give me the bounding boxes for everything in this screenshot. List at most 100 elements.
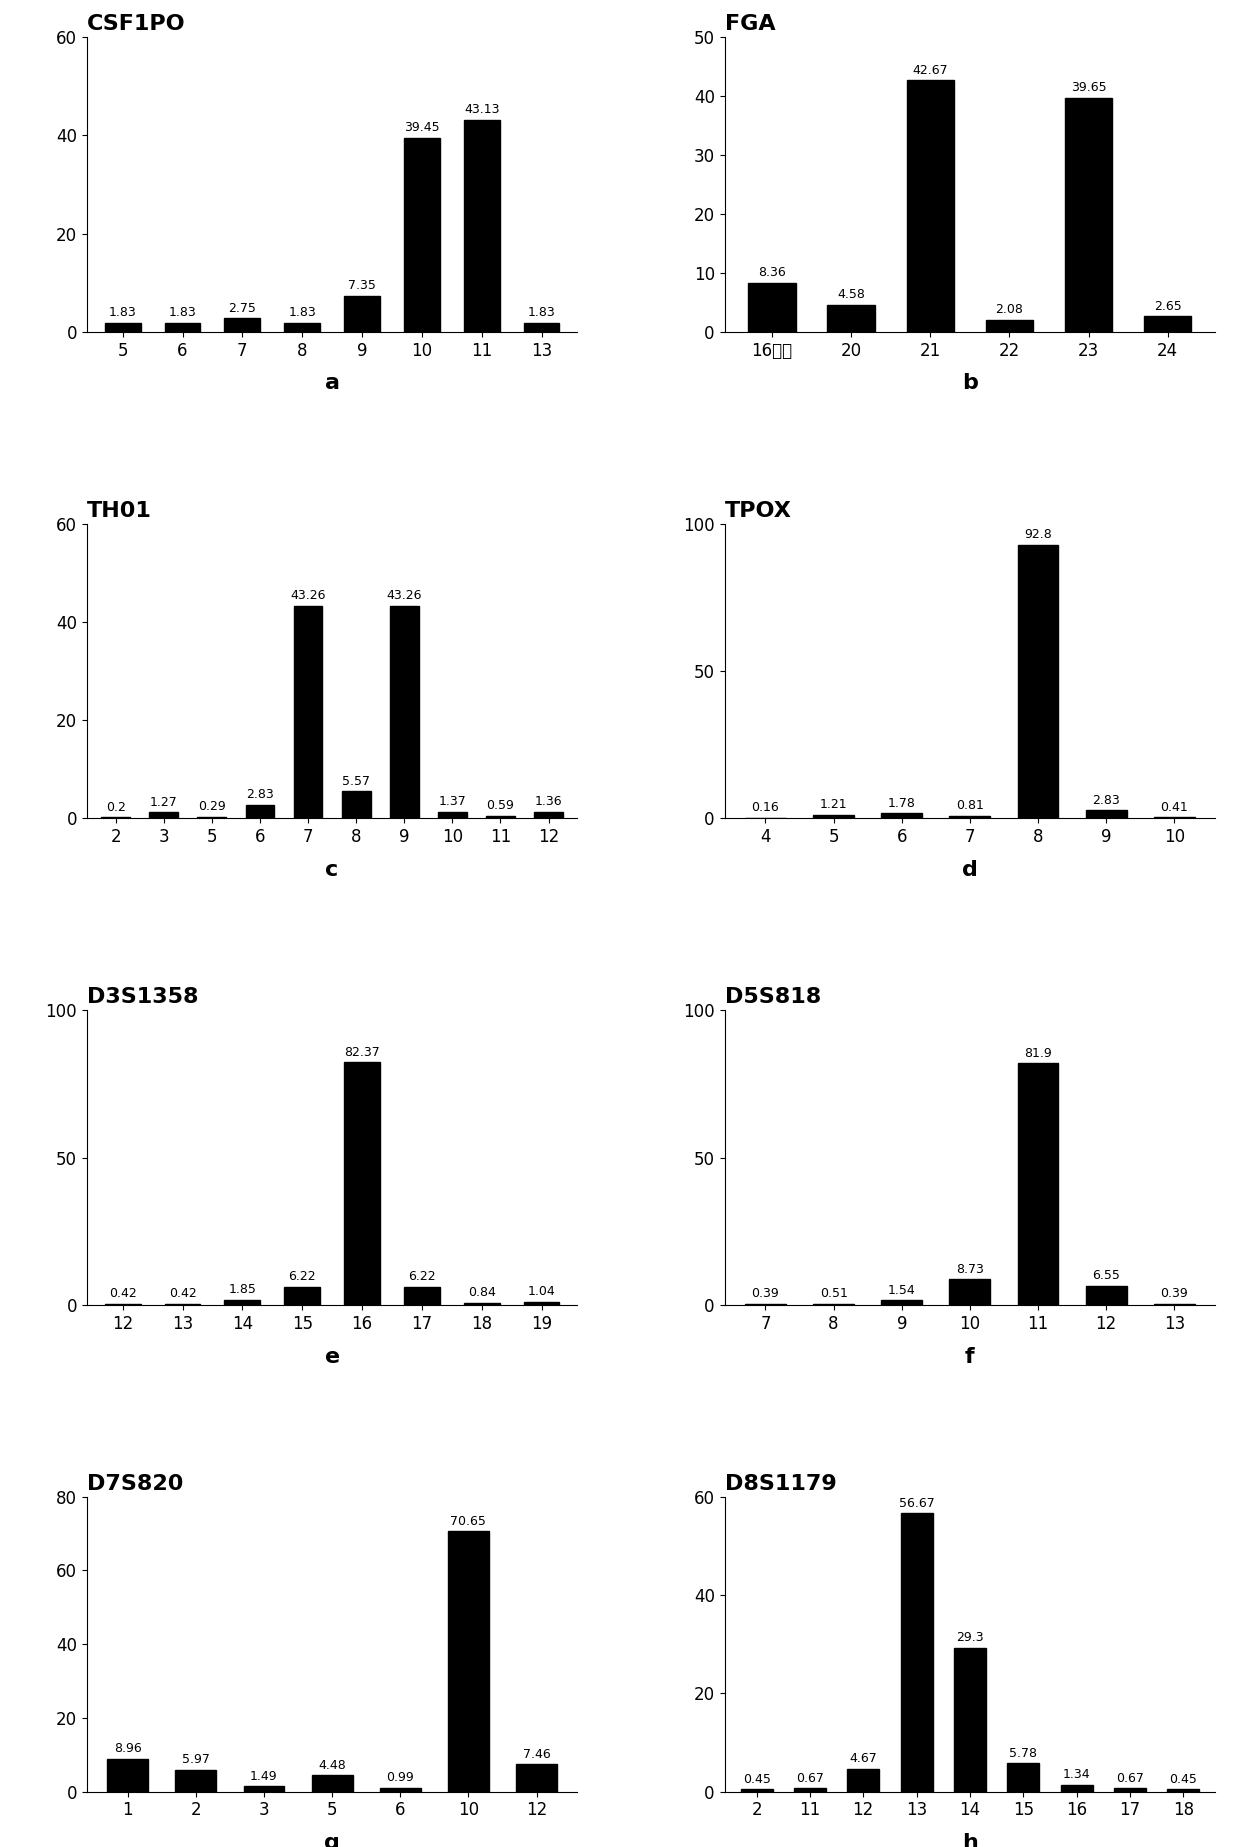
Bar: [379, 1788, 420, 1792]
Text: 0.41: 0.41: [1161, 802, 1188, 815]
Bar: [343, 296, 379, 332]
Bar: [464, 1302, 500, 1306]
Bar: [748, 283, 796, 332]
Text: 6.55: 6.55: [1092, 1269, 1120, 1282]
Text: 70.65: 70.65: [450, 1515, 486, 1527]
Bar: [900, 1513, 932, 1792]
Text: 42.67: 42.67: [913, 63, 949, 76]
Text: 39.65: 39.65: [1071, 81, 1106, 94]
Text: 0.42: 0.42: [169, 1287, 196, 1300]
Bar: [827, 305, 875, 332]
Bar: [284, 1287, 320, 1306]
Text: 92.8: 92.8: [1024, 528, 1052, 541]
Bar: [311, 1775, 352, 1792]
Text: D7S820: D7S820: [87, 1474, 184, 1494]
Bar: [224, 318, 260, 332]
Text: 0.39: 0.39: [1161, 1287, 1188, 1300]
Bar: [906, 79, 954, 332]
Text: 0.39: 0.39: [751, 1287, 780, 1300]
Bar: [1145, 316, 1192, 332]
Bar: [1167, 1790, 1199, 1792]
Text: 1.36: 1.36: [534, 796, 563, 809]
Text: 7.35: 7.35: [348, 279, 376, 292]
Bar: [1065, 98, 1112, 332]
Text: 0.16: 0.16: [751, 802, 780, 815]
Text: 0.51: 0.51: [820, 1287, 848, 1300]
Text: 43.26: 43.26: [387, 589, 422, 602]
Bar: [343, 1062, 379, 1306]
Bar: [404, 1287, 440, 1306]
Text: 1.21: 1.21: [820, 798, 847, 811]
Bar: [523, 1302, 559, 1306]
Text: 7.46: 7.46: [522, 1747, 551, 1760]
Text: 2.65: 2.65: [1154, 299, 1182, 312]
Bar: [794, 1788, 826, 1792]
Text: 6.22: 6.22: [289, 1271, 316, 1284]
Bar: [954, 1648, 986, 1792]
X-axis label: d: d: [962, 861, 978, 879]
Text: 1.49: 1.49: [250, 1769, 278, 1782]
Text: 1.83: 1.83: [289, 307, 316, 320]
Text: 56.67: 56.67: [899, 1496, 935, 1509]
Text: 5.57: 5.57: [342, 774, 371, 787]
Text: 2.83: 2.83: [246, 789, 274, 802]
Text: 39.45: 39.45: [404, 122, 440, 135]
X-axis label: a: a: [325, 373, 340, 393]
Bar: [523, 323, 559, 332]
Text: 5.78: 5.78: [1009, 1747, 1037, 1760]
Text: 43.26: 43.26: [290, 589, 326, 602]
Text: TH01: TH01: [87, 501, 151, 521]
Bar: [246, 805, 274, 818]
Bar: [1086, 1286, 1127, 1306]
Bar: [294, 606, 322, 818]
Text: 82.37: 82.37: [345, 1045, 379, 1058]
Text: 0.42: 0.42: [109, 1287, 136, 1300]
Bar: [1060, 1784, 1092, 1792]
Bar: [740, 1790, 773, 1792]
Bar: [224, 1300, 260, 1306]
Text: 1.83: 1.83: [169, 307, 196, 320]
Bar: [1018, 1064, 1059, 1306]
Bar: [165, 323, 201, 332]
Bar: [882, 1300, 923, 1306]
Text: 4.48: 4.48: [319, 1758, 346, 1771]
Bar: [516, 1764, 557, 1792]
Text: 1.34: 1.34: [1063, 1768, 1090, 1782]
Bar: [448, 1531, 489, 1792]
X-axis label: f: f: [965, 1346, 975, 1367]
Text: 1.83: 1.83: [109, 307, 136, 320]
Bar: [404, 139, 440, 332]
Text: 8.96: 8.96: [114, 1742, 141, 1755]
Text: 1.83: 1.83: [528, 307, 556, 320]
Text: TPOX: TPOX: [724, 501, 791, 521]
Bar: [175, 1769, 216, 1792]
Text: 0.84: 0.84: [467, 1286, 496, 1298]
Bar: [284, 323, 320, 332]
Text: 1.37: 1.37: [439, 796, 466, 809]
Bar: [486, 816, 515, 818]
X-axis label: e: e: [325, 1346, 340, 1367]
X-axis label: c: c: [325, 861, 339, 879]
Bar: [1007, 1764, 1039, 1792]
Text: 1.85: 1.85: [228, 1284, 257, 1297]
Bar: [1018, 545, 1059, 818]
Text: 0.29: 0.29: [198, 800, 226, 813]
Text: 29.3: 29.3: [956, 1631, 983, 1644]
Bar: [107, 1758, 148, 1792]
X-axis label: b: b: [962, 373, 978, 393]
Text: 8.73: 8.73: [956, 1263, 983, 1276]
Bar: [882, 813, 923, 818]
Text: CSF1PO: CSF1PO: [87, 15, 186, 33]
Text: 0.99: 0.99: [387, 1771, 414, 1784]
Text: 0.2: 0.2: [105, 802, 125, 815]
Text: 4.58: 4.58: [837, 288, 866, 301]
Text: 1.54: 1.54: [888, 1284, 915, 1297]
Bar: [1114, 1788, 1146, 1792]
Text: 81.9: 81.9: [1024, 1047, 1052, 1060]
Text: 0.45: 0.45: [743, 1773, 770, 1786]
Bar: [847, 1769, 879, 1792]
Text: 2.83: 2.83: [1092, 794, 1120, 807]
Text: 0.67: 0.67: [796, 1771, 823, 1784]
Text: 0.59: 0.59: [486, 800, 515, 813]
Text: 5.97: 5.97: [182, 1753, 210, 1766]
